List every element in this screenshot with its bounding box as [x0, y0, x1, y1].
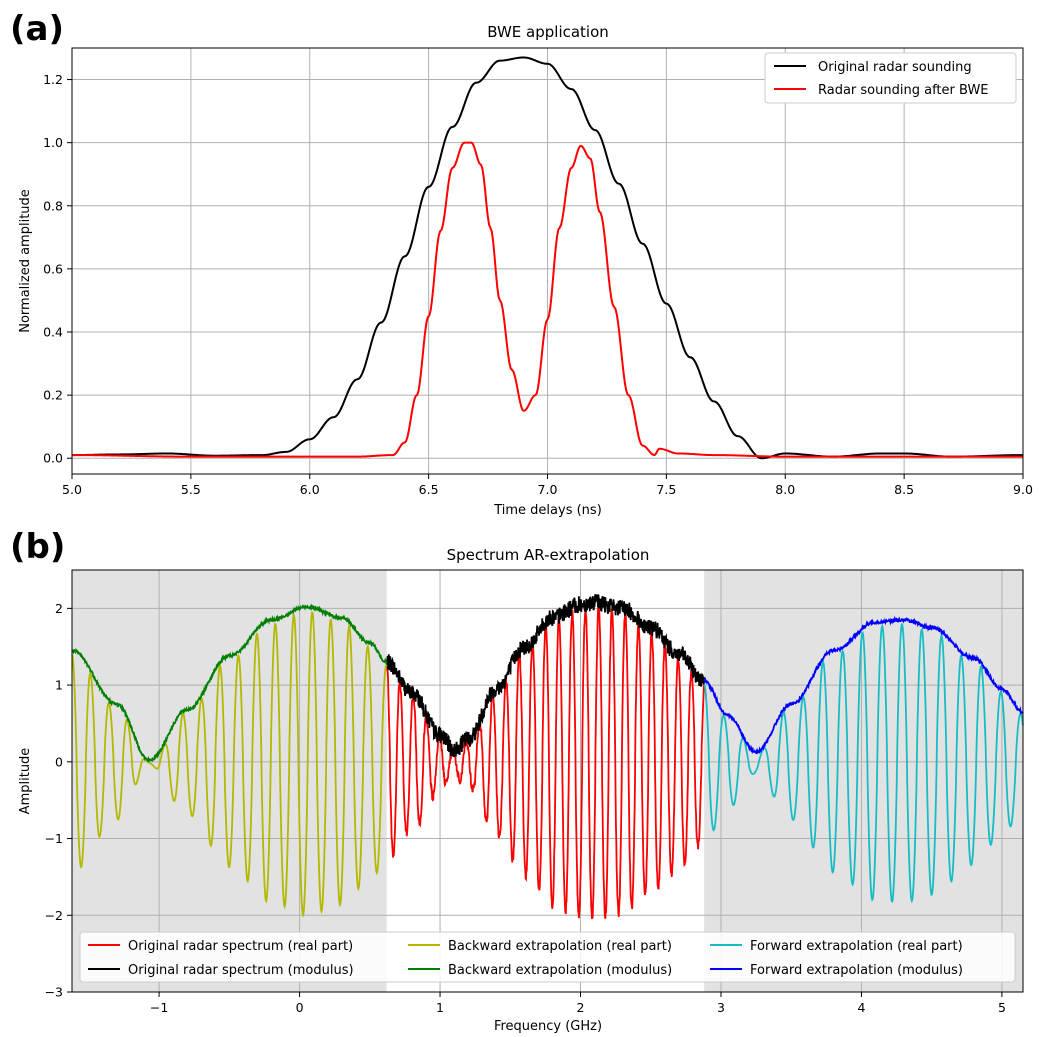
a-tick-label-y: 0.0 — [43, 451, 63, 466]
legend-label-orig-real: Original radar spectrum (real part) — [128, 939, 353, 954]
chart-a-xlabel: Time delays (ns) — [493, 503, 602, 518]
shaded-extrapolation-region-1 — [72, 570, 387, 992]
b-tick-label-y: 0 — [55, 754, 63, 769]
a-tick-label-x: 8.5 — [894, 482, 914, 497]
b-tick-label-x: 2 — [577, 1000, 585, 1015]
a-tick-label-y: 0.2 — [43, 388, 63, 403]
legend-label-original-sounding: Original radar sounding — [818, 60, 972, 75]
b-tick-label-x: 5 — [998, 1000, 1006, 1015]
chart-b-ticks: −1 0 1 2 3 4 5 −3 −2 −1 0 1 2 — [45, 601, 1006, 1015]
chart-b-xlabel: Frequency (GHz) — [494, 1019, 602, 1034]
b-tick-label-x: −1 — [150, 1000, 168, 1015]
legend-label-back-modulus: Backward extrapolation (modulus) — [448, 963, 672, 978]
b-tick-label-x: 4 — [857, 1000, 865, 1015]
chart-a-ylabel: Normalized amplitude — [18, 189, 33, 333]
a-tick-label-y: 0.4 — [43, 325, 63, 340]
b-tick-label-y: 1 — [55, 678, 63, 693]
legend-label-back-real: Backward extrapolation (real part) — [448, 939, 672, 954]
chart-a-legend: Original radar sounding Radar sounding a… — [764, 52, 1017, 104]
b-tick-label-y: 2 — [55, 601, 63, 616]
legend-label-fwd-modulus: Forward extrapolation (modulus) — [750, 963, 963, 978]
series-line-forward-extrapolation-modulus — [703, 615, 1024, 755]
chart-a-ticks: 5.0 5.5 6.0 6.5 7.0 7.5 8.0 8.5 9.0 0.0 0.2 0.4 0.6 0… — [43, 72, 1033, 497]
chart-b-title: Spectrum AR-extrapolation — [447, 546, 650, 564]
a-tick-label-y: 1.2 — [43, 72, 63, 87]
a-tick-label-x: 7.0 — [538, 482, 558, 497]
a-tick-label-y: 0.6 — [43, 261, 63, 276]
a-tick-label-x: 8.0 — [775, 482, 795, 497]
chart-b-lines — [71, 593, 1024, 920]
a-tick-label-x: 9.0 — [1013, 482, 1033, 497]
legend-label-bwe-sounding: Radar sounding after BWE — [818, 83, 989, 98]
legend-label-fwd-real: Forward extrapolation (real part) — [750, 939, 963, 954]
series-line-original-radar-sounding — [72, 56, 1023, 460]
b-tick-label-x: 0 — [296, 1000, 304, 1015]
series-line-forward-extrapolation-real-part — [703, 622, 1024, 904]
a-tick-label-x: 7.5 — [656, 482, 676, 497]
legend-label-orig-modulus: Original radar spectrum (modulus) — [128, 963, 354, 978]
chart-a-lines — [72, 56, 1023, 460]
b-tick-label-x: 3 — [717, 1000, 725, 1015]
series-line-original-radar-spectrum-modulus — [385, 593, 706, 757]
a-tick-label-y: 1.0 — [43, 135, 63, 150]
panel-b: (b) Spectrum AR-extrapolation −1 0 1 2 3 4 5 −3… — [10, 527, 1024, 1034]
b-tick-label-x: 1 — [436, 1000, 444, 1015]
panel-a-letter: (a) — [10, 9, 64, 49]
series-line-backward-extrapolation-modulus — [71, 603, 388, 764]
chart-b-ylabel: Amplitude — [18, 748, 33, 815]
b-tick-label-y: −3 — [45, 985, 63, 1000]
chart-a-grid — [71, 48, 1024, 474]
series-line-radar-sounding-after-bwe — [72, 141, 1023, 458]
series-line-backward-extrapolation-real-part — [71, 611, 388, 919]
panel-b-letter: (b) — [10, 527, 65, 567]
b-tick-label-y: −1 — [45, 831, 63, 846]
a-tick-label-x: 5.0 — [62, 482, 82, 497]
a-tick-label-x: 6.5 — [419, 482, 439, 497]
chart-b-legend: Original radar spectrum (real part) Orig… — [79, 931, 1016, 983]
a-tick-label-x: 5.5 — [181, 482, 201, 497]
b-tick-label-y: −2 — [45, 908, 63, 923]
chart-a-title: BWE application — [487, 23, 609, 41]
chart-b-frame — [71, 569, 1024, 993]
a-tick-label-y: 0.8 — [43, 198, 63, 213]
a-tick-label-x: 6.0 — [300, 482, 320, 497]
panel-a: (a) BWE application 5.0 5.5 6.0 6.5 7.0 7.5 8.… — [10, 9, 1033, 518]
